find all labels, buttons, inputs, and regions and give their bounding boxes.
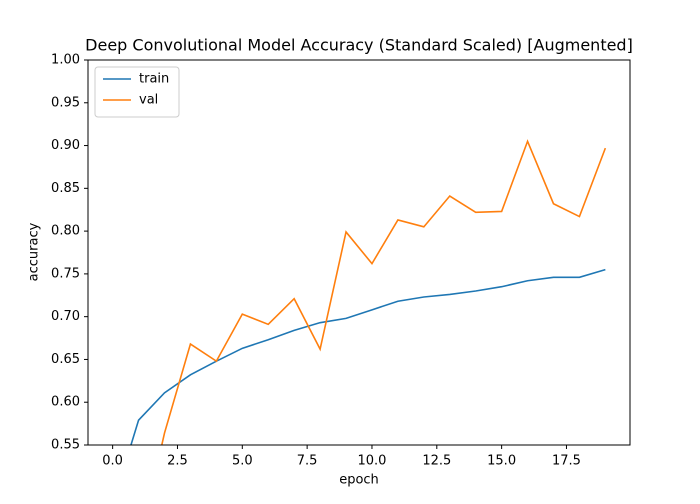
y-tick-label: 1.00 <box>51 53 80 68</box>
series-line <box>130 268 606 445</box>
chart-title: Deep Convolutional Model Accuracy (Stand… <box>85 36 633 55</box>
y-tick-label: 0.75 <box>51 266 80 281</box>
x-tick-label: 17.5 <box>552 454 581 469</box>
x-tick-label: 0.0 <box>102 454 123 469</box>
y-tick-label: 0.60 <box>51 395 80 410</box>
legend: train val <box>94 66 180 118</box>
y-tick-label: 0.55 <box>51 438 80 453</box>
y-tick-label: 0.90 <box>51 138 80 153</box>
plot-area <box>130 139 607 445</box>
y-tick-label: 0.80 <box>51 224 80 239</box>
x-tick-label: 5.0 <box>232 454 253 469</box>
x-tick-label: 15.0 <box>487 454 516 469</box>
y-axis-label: accuracy <box>27 222 42 281</box>
legend-label: train <box>139 72 169 87</box>
x-axis-label: epoch <box>339 473 379 488</box>
legend-label: val <box>139 93 158 108</box>
plot-frame <box>87 59 631 446</box>
x-tick-label: 7.5 <box>297 454 318 469</box>
x-tick-label: 2.5 <box>167 454 188 469</box>
y-tick-label: 0.65 <box>51 352 80 367</box>
series-line <box>160 139 607 445</box>
y-tick-label: 0.70 <box>51 309 80 324</box>
x-tick-label: 12.5 <box>422 454 451 469</box>
x-tick-label: 10.0 <box>357 454 386 469</box>
y-tick-label: 0.85 <box>51 181 80 196</box>
y-tick-label: 0.95 <box>51 95 80 110</box>
